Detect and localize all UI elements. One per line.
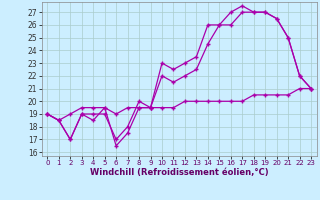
X-axis label: Windchill (Refroidissement éolien,°C): Windchill (Refroidissement éolien,°C) — [90, 168, 268, 177]
